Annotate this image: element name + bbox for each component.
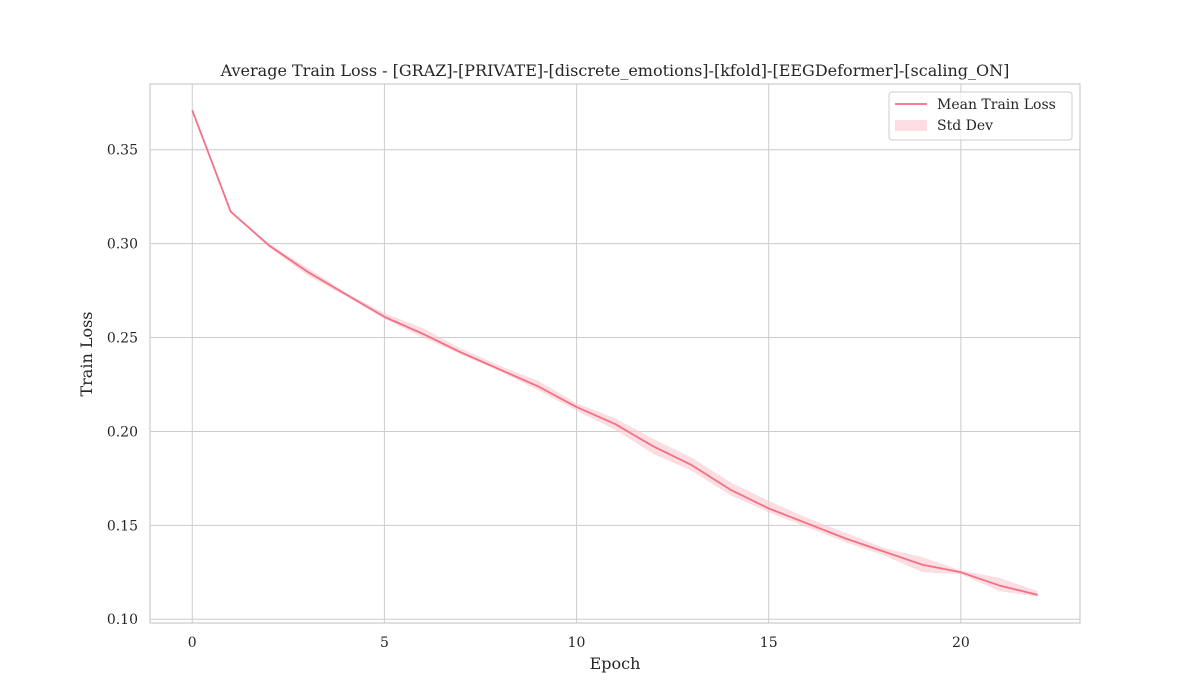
x-tick-label: 0 [188, 635, 197, 651]
legend-band-swatch [895, 120, 927, 131]
y-tick-label: 0.30 [107, 237, 138, 253]
chart-title: Average Train Loss - [GRAZ]-[PRIVATE]-[d… [220, 61, 1010, 80]
legend: Mean Train Loss Std Dev [888, 91, 1073, 141]
legend-label-mean: Mean Train Loss [937, 97, 1056, 113]
grid [150, 84, 1080, 623]
x-tick-label: 5 [380, 635, 389, 651]
y-axis-ticks: 0.10 0.15 0.20 0.25 0.30 0.35 [107, 143, 138, 629]
x-tick-label: 15 [760, 635, 778, 651]
mean-line-layer [191, 109, 1038, 596]
plot-frame [149, 83, 1081, 624]
y-tick-label: 0.20 [107, 424, 138, 440]
mean-train-loss-line [191, 109, 1038, 596]
y-tick-label: 0.15 [107, 518, 138, 534]
x-tick-label: 20 [952, 635, 970, 651]
y-axis-label: Train Loss [77, 311, 96, 396]
y-tick-label: 0.35 [107, 143, 138, 159]
x-axis-ticks: 0 5 10 15 20 [188, 635, 970, 651]
y-tick-label: 0.25 [107, 331, 138, 347]
x-axis-label: Epoch [590, 654, 641, 673]
legend-box [888, 91, 1073, 141]
x-tick-label: 10 [568, 635, 586, 651]
y-tick-label: 0.10 [107, 612, 138, 628]
legend-label-std: Std Dev [937, 118, 993, 134]
